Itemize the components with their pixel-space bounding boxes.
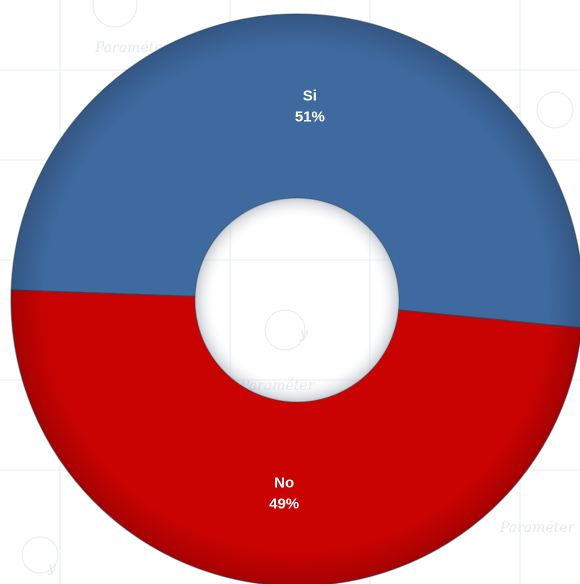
donut-hole xyxy=(195,198,399,402)
slice-label-percent: 49% xyxy=(269,496,299,513)
slice-label-category: No xyxy=(274,475,294,492)
svg-text:Paraméter: Paraméter xyxy=(499,520,576,536)
svg-text:y: y xyxy=(47,560,57,576)
slice-label-percent: 51% xyxy=(295,108,325,125)
donut-slices xyxy=(10,13,580,584)
donut-labels: Si 51% No 49% xyxy=(269,87,325,512)
svg-text:Paraméter: Paraméter xyxy=(94,40,171,56)
slice-label-category: Si xyxy=(303,87,317,104)
